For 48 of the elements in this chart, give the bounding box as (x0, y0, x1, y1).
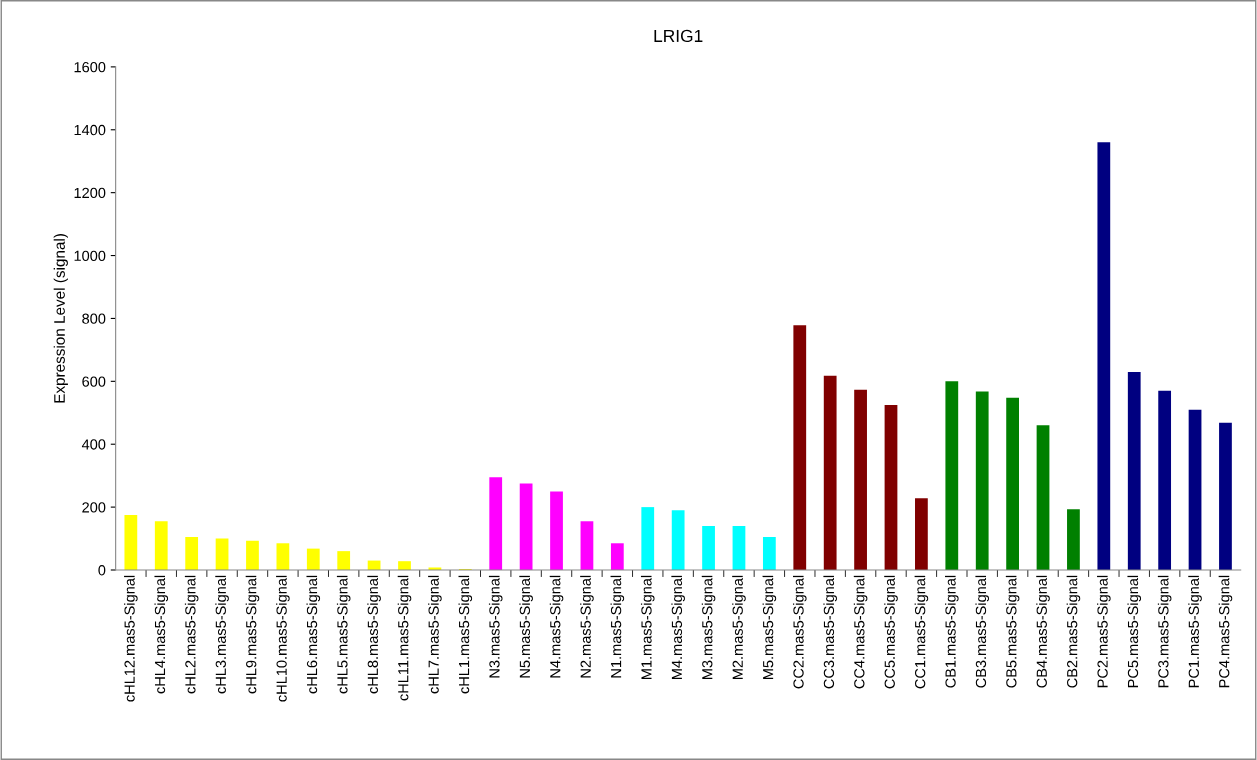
y-tick-label: 0 (98, 565, 106, 576)
x-tick-label: cHL4.mas5-Signal (154, 575, 169, 694)
x-tick-label: CB2.mas5-Signal (1066, 575, 1081, 688)
x-tick-label: CC2.mas5-Signal (792, 575, 807, 689)
x-tick-label: N1.mas5-Signal (610, 575, 625, 678)
x-tick-label: N5.mas5-Signal (519, 575, 533, 678)
x-tick-label: M1.mas5-Signal (640, 575, 655, 680)
x-tick-label: CB4.mas5-Signal (1036, 575, 1050, 688)
x-tick-label: CB5.mas5-Signal (1005, 575, 1020, 688)
x-tick-label: N3.mas5-Signal (488, 575, 503, 678)
x-tick-label: M4.mas5-Signal (671, 575, 685, 680)
x-tick-label: cHL1.mas5-Signal (458, 575, 473, 694)
x-tick-label: M3.mas5-Signal (701, 575, 716, 680)
x-tick-label: CC5.mas5-Signal (884, 575, 898, 689)
y-tick-label: 1400 (74, 124, 106, 136)
x-tick-label: N4.mas5-Signal (549, 575, 564, 678)
y-tick-label: 600 (82, 376, 106, 387)
x-tick-label: cHL3.mas5-Signal (215, 575, 229, 694)
y-tick-label: 200 (82, 502, 106, 513)
chart-title: LRIG1 (654, 29, 703, 43)
y-tick-label: 1600 (74, 61, 106, 73)
x-tick-label: CC4.mas5-Signal (853, 575, 868, 689)
x-tick-label: cHL11.mas5-Signal (397, 575, 412, 701)
x-tick-label: cHL12.mas5-Signal (124, 575, 138, 702)
x-tick-label: cHL7.mas5-Signal (428, 575, 442, 694)
x-tick-label: cHL9.mas5-Signal (245, 575, 260, 694)
x-tick-label: PC2.mas5-Signal (1097, 575, 1111, 688)
x-tick-label: cHL10.mas5-Signal (276, 575, 290, 702)
x-tick-label: CC1.mas5-Signal (914, 575, 929, 689)
x-tick-label: PC3.mas5-Signal (1157, 575, 1172, 688)
x-tick-label: cHL8.mas5-Signal (367, 575, 381, 694)
x-tick-label: cHL6.mas5-Signal (306, 575, 321, 694)
y-tick-label: 1200 (74, 187, 106, 199)
y-tick-label: 800 (82, 313, 106, 324)
y-tick-label: 400 (81, 439, 106, 450)
y-tick-label: 1000 (74, 250, 106, 261)
x-tick-label: PC1.mas5-Signal (1188, 575, 1202, 688)
y-axis-title: Expression Level (signal) (53, 234, 68, 403)
x-tick-label: M2.mas5-Signal (732, 575, 746, 680)
x-tick-label: cHL5.mas5-Signal (336, 575, 351, 694)
x-tick-label: CB1.mas5-Signal (945, 575, 959, 688)
x-tick-label: PC4.mas5-Signal (1218, 575, 1233, 688)
x-tick-label: CB3.mas5-Signal (975, 575, 990, 688)
x-tick-label: N2.mas5-Signal (580, 575, 594, 678)
x-tick-label: cHL2.mas5-Signal (184, 575, 199, 694)
x-tick-label: CC3.mas5-Signal (823, 575, 837, 689)
x-tick-label: M5.mas5-Signal (762, 575, 777, 680)
x-tick-label: PC5.mas5-Signal (1127, 575, 1142, 688)
